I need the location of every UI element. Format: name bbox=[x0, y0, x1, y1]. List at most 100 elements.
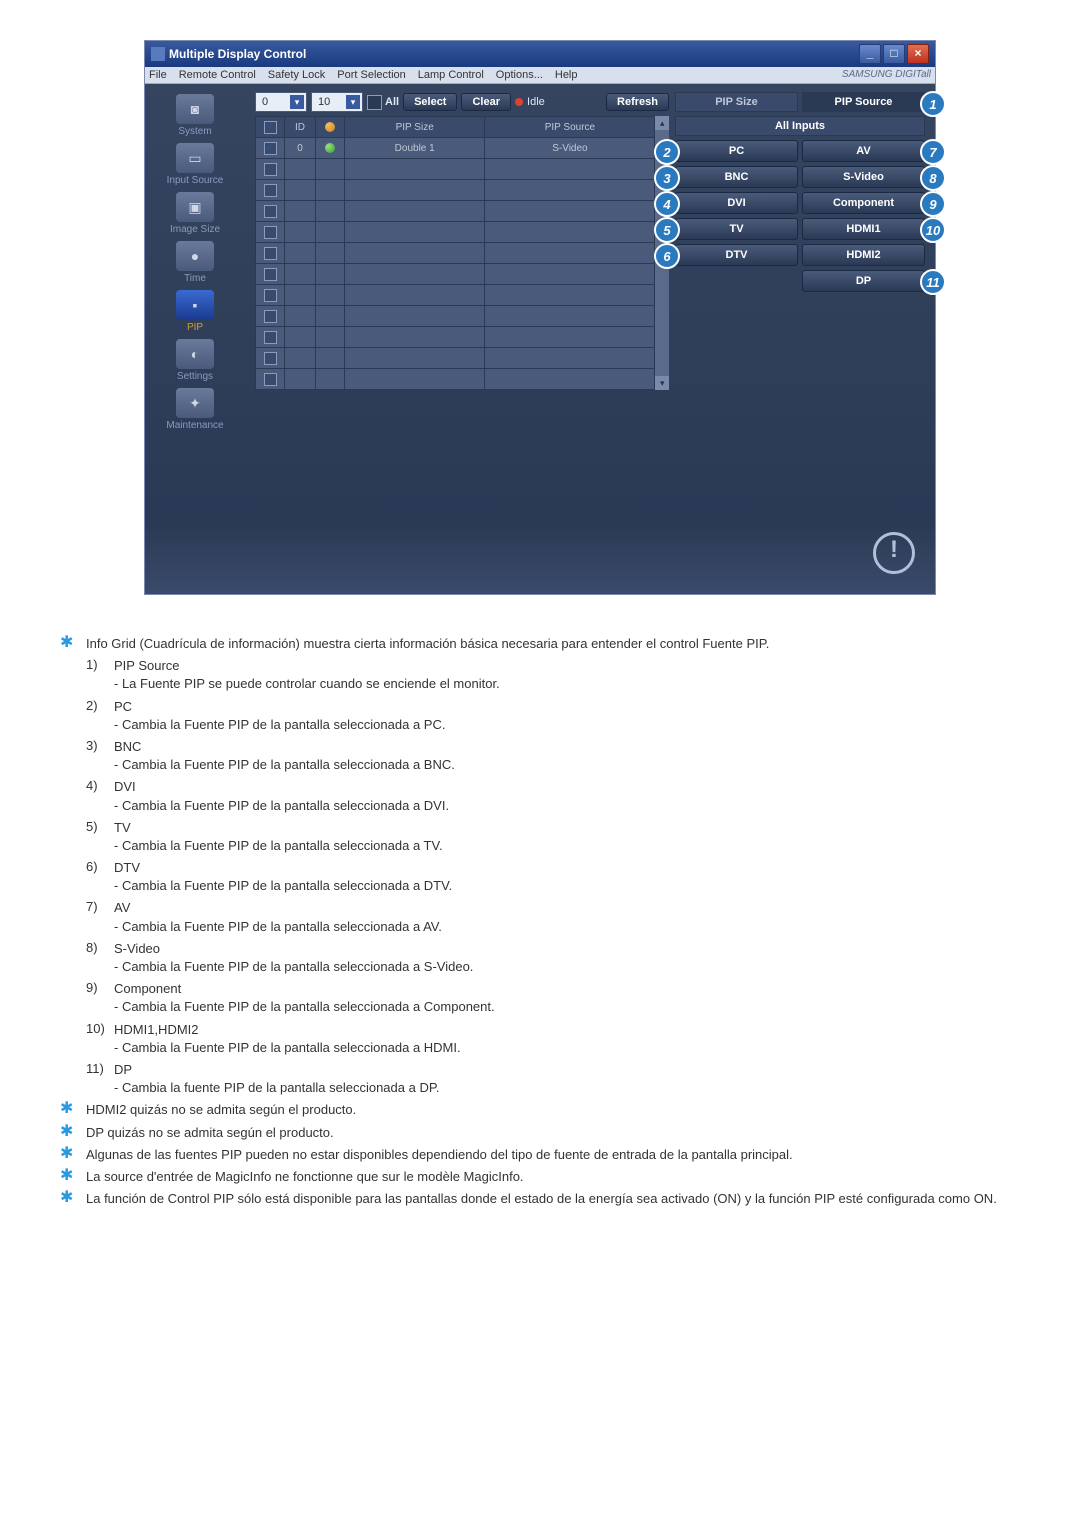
idle-dot-icon bbox=[515, 98, 523, 106]
table-row[interactable] bbox=[256, 306, 655, 327]
row-check-icon[interactable] bbox=[264, 247, 277, 260]
table-row[interactable] bbox=[256, 222, 655, 243]
menu-file[interactable]: File bbox=[149, 69, 167, 81]
row-id bbox=[285, 159, 316, 180]
table-row[interactable] bbox=[256, 285, 655, 306]
table-row[interactable] bbox=[256, 327, 655, 348]
star-icon: ✱ bbox=[60, 1168, 86, 1186]
row-check-icon[interactable] bbox=[264, 205, 277, 218]
row-pip-size bbox=[345, 306, 485, 327]
table-row[interactable] bbox=[256, 264, 655, 285]
input-dvi-button[interactable]: DVI4 bbox=[675, 192, 798, 214]
table-row[interactable] bbox=[256, 159, 655, 180]
row-pip-size bbox=[345, 264, 485, 285]
document-body: ✱ Info Grid (Cuadrícula de información) … bbox=[60, 635, 1020, 1208]
input-hdmi2-button[interactable]: HDMI2 bbox=[802, 244, 925, 266]
idle-indicator: Idle bbox=[515, 96, 545, 108]
input-tv-button[interactable]: TV5 bbox=[675, 218, 798, 240]
clear-button[interactable]: Clear bbox=[461, 93, 511, 111]
row-check-icon[interactable] bbox=[264, 373, 277, 386]
row-check-icon[interactable] bbox=[264, 310, 277, 323]
input-bnc-button[interactable]: BNC3 bbox=[675, 166, 798, 188]
row-check-icon[interactable] bbox=[264, 226, 277, 239]
doc-item-text: TV- Cambia la Fuente PIP de la pantalla … bbox=[114, 819, 1020, 855]
input-component-button[interactable]: Component9 bbox=[802, 192, 925, 214]
row-pip-size bbox=[345, 369, 485, 390]
row-check-icon[interactable] bbox=[264, 142, 277, 155]
sidebar-item-pip[interactable]: ▪ PIP bbox=[145, 290, 245, 333]
menu-options[interactable]: Options... bbox=[496, 69, 543, 81]
input-svideo-button[interactable]: S-Video8 bbox=[802, 166, 925, 188]
menu-safety-lock[interactable]: Safety Lock bbox=[268, 69, 325, 81]
star-icon: ✱ bbox=[60, 1190, 86, 1208]
table-row[interactable] bbox=[256, 180, 655, 201]
checkbox-all[interactable]: All bbox=[367, 95, 399, 110]
minimize-button[interactable]: _ bbox=[859, 44, 881, 64]
input-hdmi1-button[interactable]: HDMI110 bbox=[802, 218, 925, 240]
select-button[interactable]: Select bbox=[403, 93, 457, 111]
table-row[interactable]: 0Double 1S-Video bbox=[256, 138, 655, 159]
input-dp-button[interactable]: DP11 bbox=[802, 270, 925, 292]
warning-icon: ! bbox=[873, 532, 915, 574]
row-check-icon[interactable] bbox=[264, 268, 277, 281]
menu-remote-control[interactable]: Remote Control bbox=[179, 69, 256, 81]
sidebar: ◙ System ▭ Input Source ▣ Image Size ● T… bbox=[145, 84, 245, 524]
callout-5: 5 bbox=[654, 217, 680, 243]
scroll-down-icon[interactable]: ▾ bbox=[655, 376, 669, 390]
sidebar-item-system[interactable]: ◙ System bbox=[145, 94, 245, 137]
dropdown-1[interactable]: 0 ▾ bbox=[255, 92, 307, 112]
row-id: 0 bbox=[285, 138, 316, 159]
row-check-icon[interactable] bbox=[264, 163, 277, 176]
callout-11: 11 bbox=[920, 269, 946, 295]
table-row[interactable] bbox=[256, 369, 655, 390]
table-row[interactable] bbox=[256, 348, 655, 369]
row-pip-size bbox=[345, 348, 485, 369]
row-pip-source bbox=[485, 180, 655, 201]
menu-lamp-control[interactable]: Lamp Control bbox=[418, 69, 484, 81]
status-icon bbox=[325, 122, 335, 132]
row-check-icon[interactable] bbox=[264, 289, 277, 302]
row-pip-source bbox=[485, 369, 655, 390]
maximize-button[interactable]: □ bbox=[883, 44, 905, 64]
tab-pip-source[interactable]: PIP Source 1 bbox=[802, 92, 925, 112]
system-icon: ◙ bbox=[176, 94, 214, 124]
dropdown-2[interactable]: 10 ▾ bbox=[311, 92, 363, 112]
scroll-up-icon[interactable]: ▴ bbox=[655, 116, 669, 130]
sidebar-item-time[interactable]: ● Time bbox=[145, 241, 245, 284]
menu-help[interactable]: Help bbox=[555, 69, 578, 81]
input-pc-button[interactable]: PC2 bbox=[675, 140, 798, 162]
sidebar-item-settings[interactable]: ◐ Settings bbox=[145, 339, 245, 382]
sidebar-item-image-size[interactable]: ▣ Image Size bbox=[145, 192, 245, 235]
doc-item-text: BNC- Cambia la Fuente PIP de la pantalla… bbox=[114, 738, 1020, 774]
window-title: Multiple Display Control bbox=[169, 47, 859, 61]
check-icon bbox=[264, 121, 277, 134]
row-id bbox=[285, 285, 316, 306]
callout-1: 1 bbox=[920, 91, 946, 117]
callout-9: 9 bbox=[920, 191, 946, 217]
sidebar-item-maintenance[interactable]: ✦ Maintenance bbox=[145, 388, 245, 431]
close-button[interactable]: × bbox=[907, 44, 929, 64]
row-check-icon[interactable] bbox=[264, 184, 277, 197]
sidebar-item-input-source[interactable]: ▭ Input Source bbox=[145, 143, 245, 186]
menubar: File Remote Control Safety Lock Port Sel… bbox=[145, 67, 935, 84]
row-pip-size bbox=[345, 201, 485, 222]
callout-2: 2 bbox=[654, 139, 680, 165]
row-pip-source bbox=[485, 243, 655, 264]
table-row[interactable] bbox=[256, 243, 655, 264]
refresh-button[interactable]: Refresh bbox=[606, 93, 669, 111]
col-pip-source: PIP Source bbox=[485, 117, 655, 138]
callout-6: 6 bbox=[654, 243, 680, 269]
callout-8: 8 bbox=[920, 165, 946, 191]
row-check-icon[interactable] bbox=[264, 352, 277, 365]
row-check-icon[interactable] bbox=[264, 331, 277, 344]
input-av-button[interactable]: AV7 bbox=[802, 140, 925, 162]
table-row[interactable] bbox=[256, 201, 655, 222]
row-pip-source bbox=[485, 264, 655, 285]
doc-note: La función de Control PIP sólo está disp… bbox=[86, 1190, 1020, 1208]
right-panel: PIP Size PIP Source 1 All Inputs PC2BNC3… bbox=[675, 92, 925, 516]
doc-intro: Info Grid (Cuadrícula de información) mu… bbox=[86, 635, 1020, 653]
input-dtv-button[interactable]: DTV6 bbox=[675, 244, 798, 266]
menu-port-selection[interactable]: Port Selection bbox=[337, 69, 405, 81]
tab-pip-size[interactable]: PIP Size bbox=[675, 92, 798, 112]
doc-item-text: PIP Source- La Fuente PIP se puede contr… bbox=[114, 657, 1020, 693]
